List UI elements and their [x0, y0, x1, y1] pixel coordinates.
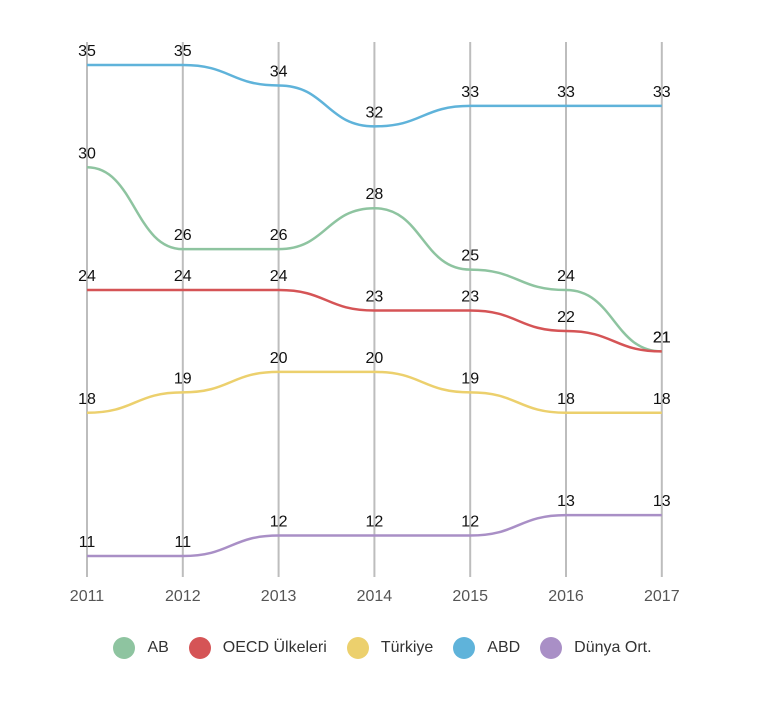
data-label: 23 — [461, 289, 479, 306]
data-label: 12 — [366, 514, 384, 531]
data-label: 34 — [270, 63, 288, 80]
legend-swatch — [188, 637, 211, 659]
legend-swatch — [346, 637, 369, 659]
series-line-2 — [86, 370, 662, 415]
data-label: 35 — [78, 43, 96, 60]
x-tick-label: 2014 — [357, 588, 393, 605]
data-label: 24 — [174, 268, 192, 285]
data-label: 13 — [653, 493, 671, 510]
data-label: 30 — [78, 145, 96, 162]
series-lines — [86, 63, 662, 558]
x-tick-label: 2017 — [644, 588, 680, 605]
legend-item: ABD — [453, 637, 520, 659]
data-label: 21 — [653, 329, 671, 346]
legend-item: AB — [113, 637, 169, 659]
data-label: 19 — [461, 370, 479, 387]
legend-label: Dünya Ort. — [574, 639, 652, 656]
legend-label: Türkiye — [380, 639, 434, 656]
data-label: 33 — [461, 84, 479, 101]
x-tick-label: 2015 — [452, 588, 488, 605]
legend-label: ABD — [487, 639, 521, 656]
data-label: 13 — [557, 493, 575, 510]
data-label: 11 — [79, 534, 96, 551]
data-label: 26 — [174, 227, 192, 244]
legend-item: Türkiye — [346, 637, 434, 659]
data-label: 20 — [366, 350, 384, 367]
legend-item: OECD Ülkeleri — [188, 637, 327, 659]
data-label: 33 — [557, 84, 575, 101]
data-label: 22 — [557, 309, 575, 326]
legend-swatch — [540, 637, 563, 659]
data-label: 24 — [557, 268, 575, 285]
data-label: 28 — [366, 186, 384, 203]
data-label: 32 — [366, 104, 384, 121]
x-tick-label: 2016 — [548, 588, 584, 605]
data-label: 12 — [461, 514, 479, 531]
data-label: 24 — [270, 268, 288, 285]
series-line-4 — [87, 513, 662, 558]
data-label: 23 — [366, 289, 384, 306]
data-label: 18 — [78, 391, 96, 408]
data-label: 18 — [653, 391, 671, 408]
data-label: 12 — [270, 514, 288, 531]
data-label: 24 — [78, 268, 96, 285]
data-label: 18 — [557, 391, 575, 408]
data-label: 25 — [461, 248, 479, 265]
data-label: 19 — [174, 370, 192, 387]
x-tick-label: 2012 — [165, 588, 201, 605]
legend: AB OECD Ülkeleri Türkiye ABD Dünya Ort. — [0, 637, 765, 659]
data-label: 35 — [174, 43, 192, 60]
data-label: 21 — [653, 329, 671, 346]
data-label: 20 — [270, 350, 288, 367]
x-tick-label: 2011 — [70, 588, 105, 605]
series-line-0 — [86, 166, 662, 353]
data-label: 26 — [270, 227, 288, 244]
legend-swatch — [453, 637, 476, 659]
data-label: 33 — [653, 84, 671, 101]
legend-label: AB — [147, 639, 169, 656]
data-label: 11 — [174, 534, 191, 551]
x-tick-label: 2013 — [261, 588, 297, 605]
legend-swatch — [113, 637, 136, 659]
legend-label: OECD Ülkeleri — [222, 639, 327, 656]
legend-item: Dünya Ort. — [540, 637, 652, 659]
x-axis-ticks: 2011 2012 2013 2014 2015 2016 2017 — [70, 588, 680, 605]
series-line-3 — [87, 63, 662, 128]
series-line-1 — [86, 288, 662, 353]
